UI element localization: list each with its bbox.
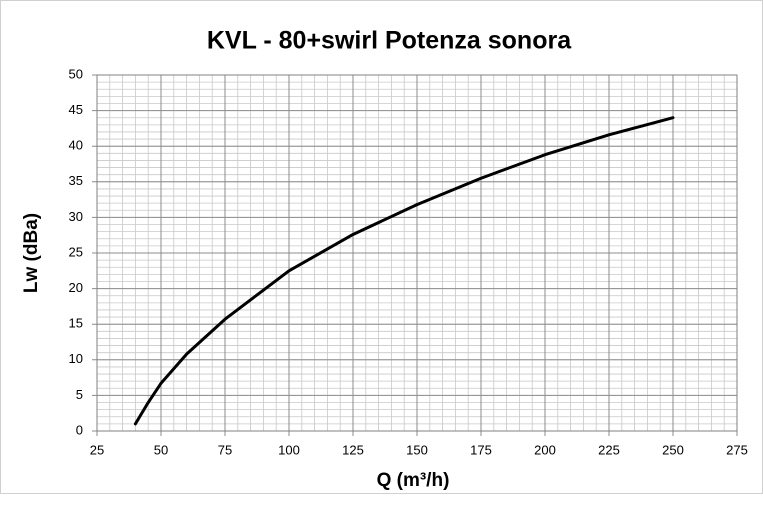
- x-tick-label: 275: [726, 442, 748, 457]
- y-tick-label: 45: [69, 102, 83, 117]
- y-tick-label: 50: [69, 66, 83, 81]
- y-tick-label: 40: [69, 138, 83, 153]
- data-line: [133, 116, 675, 426]
- chart-title: KVL - 80+swirl Potenza sonora: [207, 27, 572, 55]
- y-tick-label: 25: [69, 244, 83, 259]
- y-axis-label: Lw (dBa): [21, 213, 42, 293]
- y-tick-label: 15: [69, 316, 83, 331]
- plot-border: [96, 74, 738, 432]
- x-tick-label: 125: [342, 442, 364, 457]
- x-tick-label: 150: [406, 442, 428, 457]
- y-tick-label: 0: [76, 422, 83, 437]
- chart-frame: [0, 0, 763, 494]
- x-tick-label: 225: [598, 442, 620, 457]
- x-tick-label: 50: [154, 442, 168, 457]
- y-tick-label: 20: [69, 280, 83, 295]
- x-tick-label: 175: [470, 442, 492, 457]
- y-tick-label: 30: [69, 209, 83, 224]
- x-tick-label: 100: [278, 442, 300, 457]
- y-tick-label: 5: [76, 387, 83, 402]
- x-tick-label: 200: [534, 442, 556, 457]
- y-tick-label: 35: [69, 173, 83, 188]
- x-tick-label: 75: [218, 442, 232, 457]
- x-axis-label: Q (m³/h): [377, 470, 450, 491]
- x-tick-label: 250: [662, 442, 684, 457]
- y-tick-label: 10: [69, 351, 83, 366]
- x-tick-label: 25: [90, 442, 104, 457]
